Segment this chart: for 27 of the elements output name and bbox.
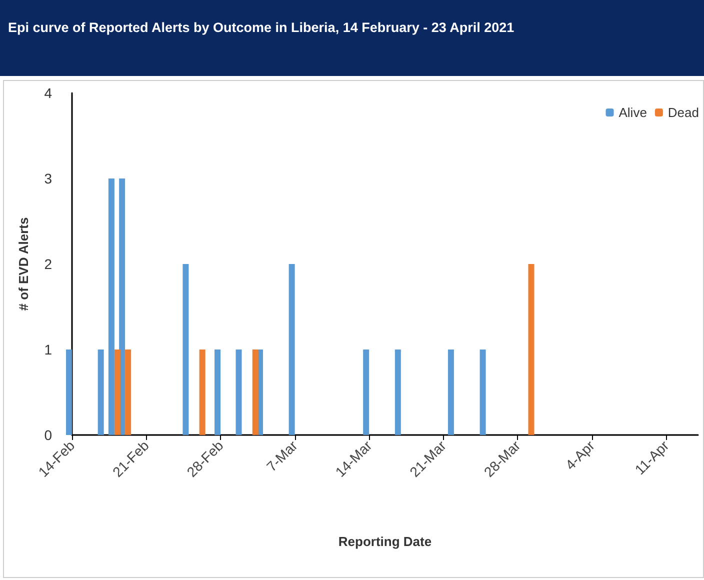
legend-label: Alive [618, 105, 647, 120]
y-tick-label: 1 [44, 342, 52, 358]
y-tick-label: 4 [44, 85, 52, 101]
bar [394, 350, 401, 435]
legend-label: Dead [668, 105, 699, 120]
bar [119, 178, 126, 435]
bar [252, 350, 258, 435]
y-tick-label: 2 [44, 256, 52, 272]
bar [66, 350, 72, 435]
bar [528, 264, 534, 435]
y-axis-title: # of EVD Alerts [16, 217, 31, 311]
bar [214, 350, 221, 435]
bar [125, 350, 132, 435]
bar [480, 350, 486, 435]
bar [182, 264, 189, 435]
bar [236, 350, 242, 435]
bar [363, 350, 370, 435]
bar [114, 350, 120, 435]
bar [108, 178, 114, 435]
bar [448, 350, 454, 435]
y-tick-label: 3 [44, 170, 52, 186]
y-tick-label: 0 [44, 427, 52, 443]
chart-title: Epi curve of Reported Alerts by Outcome in Liberia, 14 February - 23 April 2021 [0, 0, 704, 76]
x-axis-title: Reporting Date [338, 534, 432, 549]
bar [288, 264, 295, 435]
bar [98, 350, 104, 435]
bar [199, 350, 206, 435]
